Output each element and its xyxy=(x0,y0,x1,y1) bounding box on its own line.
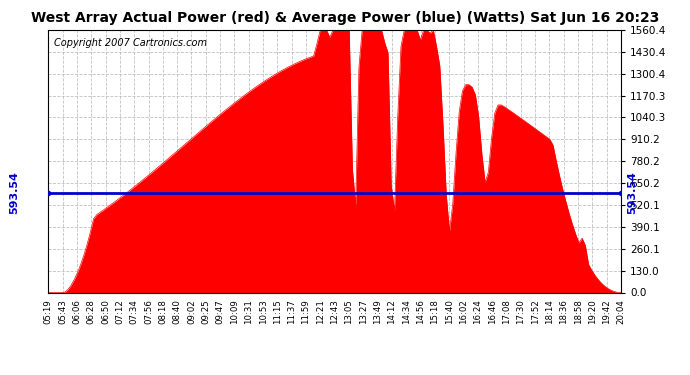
Text: West Array Actual Power (red) & Average Power (blue) (Watts) Sat Jun 16 20:23: West Array Actual Power (red) & Average … xyxy=(31,11,659,25)
Text: 593.54: 593.54 xyxy=(9,171,19,214)
Text: 593.54: 593.54 xyxy=(627,171,637,214)
Text: Copyright 2007 Cartronics.com: Copyright 2007 Cartronics.com xyxy=(54,38,207,48)
